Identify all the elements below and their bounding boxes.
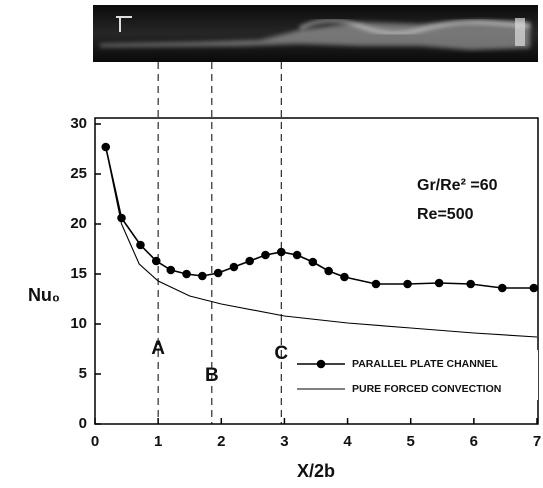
x-tick-label: 3 — [280, 433, 288, 450]
annotation: Re=500 — [417, 206, 474, 223]
data-point — [371, 279, 381, 289]
x-tick-label: 6 — [470, 433, 478, 450]
data-point — [151, 256, 161, 266]
data-point — [276, 247, 286, 257]
x-tick-label: 2 — [217, 433, 225, 450]
legend-label: PURE FORCED CONVECTION — [352, 383, 501, 395]
data-point — [198, 271, 207, 281]
marker-label: A — [151, 338, 165, 359]
y-tick-label: 10 — [70, 315, 87, 332]
legend-swatch-dot — [316, 359, 326, 369]
data-point — [182, 269, 191, 279]
legend-label: PARALLEL PLATE CHANNEL — [352, 358, 498, 370]
data-point — [245, 256, 254, 266]
data-point — [340, 272, 349, 282]
data-point — [292, 250, 302, 260]
y-tick-label: 25 — [70, 165, 87, 182]
x-tick-label: 7 — [533, 433, 541, 450]
marker-label: C — [274, 343, 288, 364]
y-tick-label: 15 — [70, 265, 87, 282]
data-point — [529, 283, 539, 293]
data-point — [261, 250, 270, 260]
x-axis-label: X/2b — [297, 461, 335, 481]
data-point — [117, 213, 126, 223]
y-tick-label: 0 — [79, 415, 87, 432]
data-point — [166, 265, 176, 275]
series-line — [105, 146, 538, 338]
data-point — [403, 279, 412, 289]
x-tick-label: 0 — [91, 433, 99, 450]
x-tick-label: 1 — [154, 433, 162, 450]
data-point — [466, 279, 476, 289]
data-point — [324, 266, 333, 276]
annotation: Gr/Re² =60 — [417, 177, 498, 194]
y-tick-label: 20 — [70, 215, 87, 232]
plot-frame — [94, 117, 539, 425]
series-line — [104, 146, 534, 289]
data-point — [497, 283, 507, 293]
data-point — [229, 262, 239, 272]
legend — [292, 350, 538, 400]
data-point — [136, 240, 145, 250]
data-point — [213, 268, 223, 278]
y-axis-label: Nu₀ — [28, 285, 60, 305]
x-tick-label: 5 — [407, 433, 415, 450]
y-tick-label: 5 — [79, 365, 87, 382]
x-tick-label: 4 — [343, 433, 352, 450]
flow-photo — [93, 5, 538, 62]
marker-label: B — [205, 365, 219, 386]
y-tick-label: 30 — [70, 115, 87, 132]
data-point — [434, 278, 444, 288]
data-point — [308, 257, 318, 267]
